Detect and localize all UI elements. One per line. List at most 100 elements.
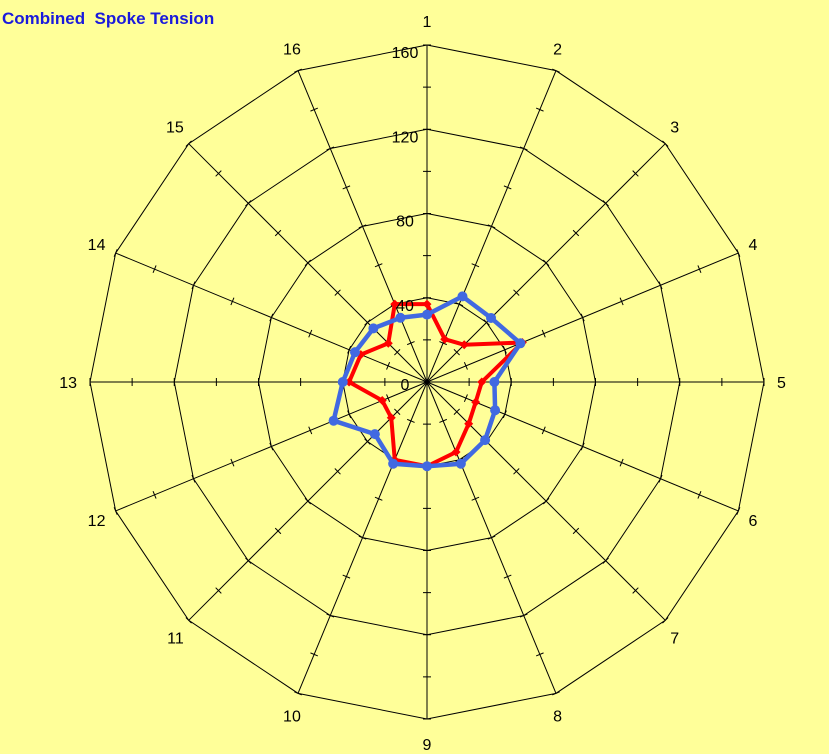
spoke-tick [326, 613, 335, 618]
spoke-tick [374, 263, 383, 268]
spoke-tick [406, 418, 415, 423]
series-2-point-15 [368, 323, 379, 334]
spoke-tick [326, 146, 335, 151]
series-1-point-12 [377, 396, 387, 406]
spoke-tick [274, 527, 282, 535]
spoke-tick [439, 418, 448, 423]
spoke-tick [602, 557, 609, 564]
series-2-point-8 [455, 458, 466, 469]
spoke-tick [386, 361, 391, 370]
spoke-tick [580, 313, 585, 322]
series-2-point-7 [480, 435, 491, 446]
series-1-point-2 [440, 334, 450, 344]
spoke-tick [463, 394, 468, 403]
category-label-14: 14 [88, 237, 106, 254]
series-1-point-1 [422, 299, 432, 309]
spoke-tick [736, 249, 741, 257]
spoke-tick [304, 259, 312, 267]
radial-tick-label: 160 [392, 45, 419, 62]
spoke-tick [439, 341, 448, 346]
series-1-point-16 [390, 299, 400, 309]
spoke-tick [453, 408, 460, 415]
spoke-tick [358, 535, 367, 540]
series-2-point-2 [457, 291, 468, 302]
spoke-tick [191, 474, 196, 483]
spoke-tick [308, 329, 313, 338]
chart-title: Combined Spoke Tension [2, 9, 215, 28]
category-label-6: 6 [749, 513, 758, 530]
spoke-tick [487, 224, 496, 229]
series-2-point-3 [486, 312, 497, 323]
spoke-tick [471, 496, 480, 501]
spoke-tick [658, 474, 663, 483]
spoke-tick [185, 140, 192, 147]
spoke-tick [364, 438, 371, 445]
spoke-tick [535, 107, 544, 112]
spoke-tick [152, 490, 157, 499]
spoke-tick [632, 170, 639, 177]
spoke-tick [358, 224, 367, 229]
spoke-tick [503, 185, 512, 190]
series-1-point-8 [451, 447, 461, 457]
spoke-tick [113, 507, 118, 515]
category-label-1: 1 [423, 14, 432, 31]
category-label-5: 5 [777, 375, 786, 392]
spoke-tick [697, 490, 702, 499]
category-label-16: 16 [283, 41, 301, 58]
spoke-tick [310, 107, 319, 112]
spoke-tick [274, 229, 282, 237]
spoke-tick [185, 617, 192, 624]
spoke-tick [269, 313, 274, 322]
spoke-tick [502, 345, 507, 354]
spoke-tick [662, 140, 669, 147]
spoke-tick [632, 587, 639, 594]
spoke-tick [347, 345, 352, 354]
series-1-point-3 [459, 340, 469, 350]
series-1-point-7 [464, 419, 474, 429]
series-2-point-5 [489, 377, 500, 387]
radial-tick-label: 0 [401, 377, 410, 394]
category-label-8: 8 [553, 709, 562, 726]
radar-grid [89, 44, 765, 720]
spoke-tick [602, 200, 609, 207]
spoke-tick [483, 319, 490, 326]
spoke-tick [542, 259, 550, 267]
spoke-tick [580, 442, 585, 451]
spoke-tick [245, 557, 252, 564]
series-2-point-11 [369, 429, 380, 440]
spoke-tick [152, 265, 157, 274]
spoke-tick [572, 229, 580, 237]
spoke-tick [374, 496, 383, 501]
spoke-tick [463, 361, 468, 370]
spoke-tick [294, 691, 302, 696]
spoke-tick [394, 408, 401, 415]
spoke-tick [245, 200, 252, 207]
spoke-tick [541, 426, 546, 435]
spoke-tick [308, 426, 313, 435]
series-2-point-14 [350, 347, 361, 358]
radial-tick-label: 80 [396, 214, 414, 231]
spoke-tick [502, 410, 507, 419]
series-2-point-12 [328, 415, 339, 426]
spoke-tick [230, 297, 235, 306]
category-label-9: 9 [423, 737, 432, 754]
spoke-tick [519, 613, 528, 618]
spoke-tick [269, 442, 274, 451]
spoke-tick [215, 587, 222, 594]
spoke-tick [230, 458, 235, 467]
spoke-tick [334, 289, 341, 296]
series-2-point-1 [422, 309, 432, 320]
spoke-tick [386, 394, 391, 403]
spoke-tick [552, 691, 560, 696]
spoke-tick [455, 302, 464, 307]
series-1-point-15 [383, 338, 393, 348]
spoke-tick [513, 289, 520, 296]
spoke-tick [542, 497, 550, 505]
spoke-tick [347, 410, 352, 419]
spoke-tick [662, 617, 669, 624]
spoke-tick [191, 281, 196, 290]
radial-tick-label: 40 [396, 298, 414, 315]
series-2-point-10 [388, 458, 399, 469]
